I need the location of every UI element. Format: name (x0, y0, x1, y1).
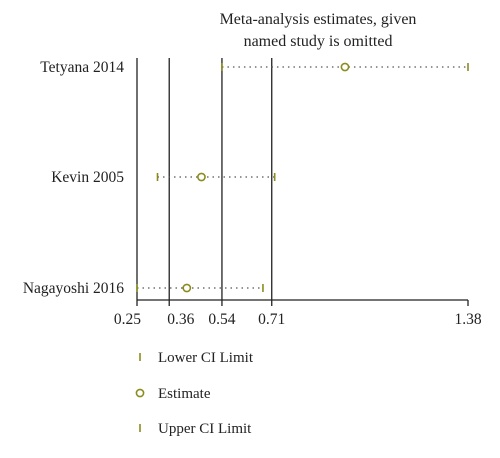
study-rows: Tetyana 2014 Kevin 2005 Nagayoshi 2016 (23, 59, 469, 297)
x-tick-label: 0.25 (114, 311, 141, 328)
legend-item: Upper CI Limit (139, 421, 252, 437)
x-tick-label: 1.38 (454, 311, 481, 328)
chart-title: Meta-analysis estimates, given named stu… (220, 11, 417, 50)
x-tick-label: 0.54 (208, 311, 235, 328)
legend-item: Lower CI Limit (139, 350, 254, 366)
estimate-marker (182, 283, 192, 293)
study-label: Tetyana 2014 (40, 59, 124, 76)
study-row: Nagayoshi 2016 (23, 280, 264, 297)
legend-item: Estimate (135, 386, 211, 402)
study-row: Kevin 2005 (51, 169, 276, 186)
x-tick-label: 0.36 (167, 311, 194, 328)
estimate-marker (197, 172, 206, 182)
study-row: Tetyana 2014 (40, 59, 469, 76)
study-label: Nagayoshi 2016 (23, 280, 124, 297)
x-axis: 0.25 0.36 0.54 0.71 1.38 (114, 299, 482, 328)
study-label: Kevin 2005 (51, 169, 124, 186)
reference-lines (136, 58, 273, 300)
chart-title-line-1: Meta-analysis estimates, given (220, 11, 417, 28)
legend-label: Estimate (158, 386, 211, 402)
legend-label: Lower CI Limit (158, 350, 254, 366)
legend: Lower CI Limit Estimate Upper CI Limit (135, 350, 254, 437)
chart-title-line-2: named study is omitted (244, 33, 393, 50)
legend-label: Upper CI Limit (158, 421, 252, 437)
estimate-marker (340, 62, 350, 72)
legend-estimate-icon (135, 388, 145, 398)
x-tick-label: 0.71 (258, 311, 285, 328)
